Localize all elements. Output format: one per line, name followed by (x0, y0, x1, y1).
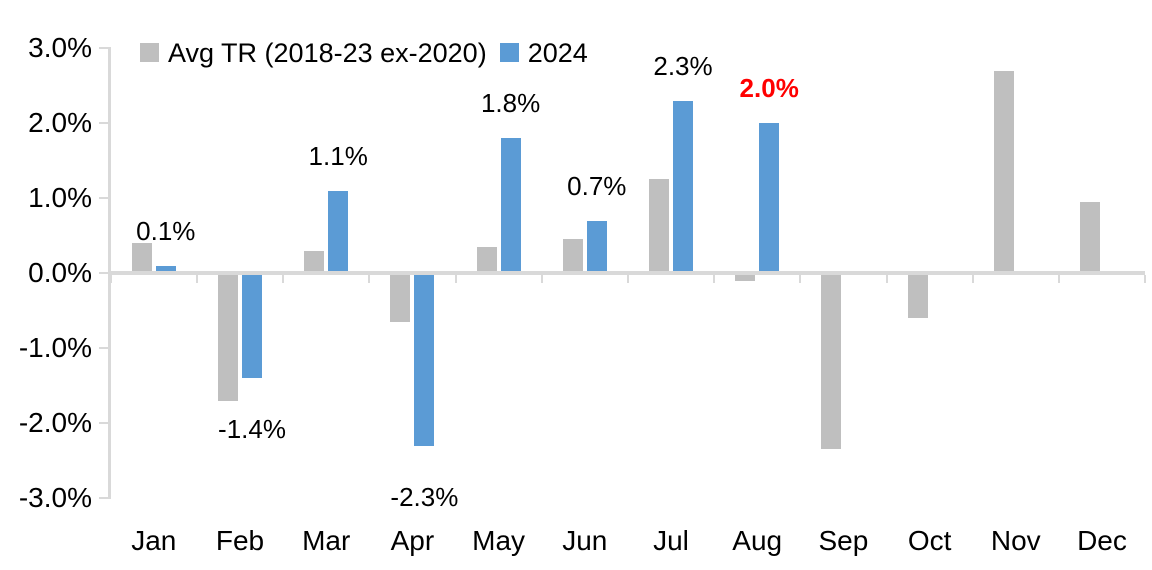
bar-avg-sep (821, 273, 842, 450)
bar-avg-nov (993, 70, 1014, 273)
bar-avg-mar (304, 250, 325, 273)
x-category-label-oct: Oct (907, 525, 952, 556)
y-tick-label: 3.0% (28, 32, 92, 63)
x-tick-mark (1144, 275, 1147, 283)
bar-avg-jun (562, 239, 583, 273)
x-category-label-aug: Aug (732, 525, 783, 556)
data-label-aug: 2.0% (739, 73, 799, 103)
bar-avg-apr (390, 273, 411, 322)
y-tick-mark (99, 422, 108, 424)
x-category-label-dec: Dec (1077, 525, 1127, 556)
bar-2024-aug (759, 123, 780, 273)
x-tick-mark (540, 275, 543, 283)
legend-label-2024: 2024 (527, 38, 588, 68)
x-category-label-may: May (472, 525, 526, 556)
bar-avg-jan (131, 243, 152, 273)
bar-2024-apr (414, 273, 435, 446)
y-tick-label: -1.0% (18, 332, 92, 363)
x-category-label-apr: Apr (390, 525, 435, 556)
data-label-mar: 1.1% (308, 140, 368, 171)
bar-2024-mar (328, 190, 349, 273)
x-tick-mark (885, 275, 888, 283)
y-tick-mark (99, 47, 108, 49)
data-label-feb: -1.4% (218, 414, 286, 444)
y-tick-label: -2.0% (18, 407, 92, 438)
data-label-jul: 2.3% (653, 50, 713, 81)
x-tick-mark (195, 275, 198, 283)
x-tick-mark (1057, 275, 1060, 283)
y-tick-label: 0.0% (28, 257, 92, 288)
y-tick-mark (99, 197, 108, 199)
x-tick-mark (109, 275, 112, 283)
bar-2024-jun (586, 220, 607, 273)
x-tick-mark (971, 275, 974, 283)
legend-item-avg-tr: Avg TR (2018-23 ex-2020) (140, 38, 487, 69)
x-category-label-feb: Feb (215, 525, 265, 556)
data-label-may: 1.8% (480, 88, 541, 118)
x-tick-mark (713, 275, 716, 283)
legend-swatch-2024 (499, 43, 519, 62)
x-category-label-nov: Nov (990, 525, 1041, 556)
y-tick-mark (99, 122, 108, 124)
x-tick-mark (368, 275, 371, 283)
bar-avg-jul (649, 179, 669, 273)
legend-label-avg-tr: Avg TR (2018-23 ex-2020) (168, 38, 487, 68)
bar-avg-aug (735, 273, 756, 281)
bar-2024-may (500, 138, 521, 273)
data-label-apr: -2.3% (390, 481, 459, 512)
x-tick-mark (626, 275, 629, 283)
y-tick-label: 2.0% (28, 107, 92, 138)
x-category-label-jan: Jan (131, 525, 177, 556)
y-tick-mark (99, 347, 108, 349)
x-category-label-jul: Jul (653, 525, 689, 556)
bar-2024-jan (155, 265, 176, 273)
y-tick-label: -3.0% (18, 482, 92, 513)
bar-avg-feb (218, 273, 238, 401)
legend-item-2024: 2024 (499, 38, 588, 69)
y-tick-mark (99, 272, 108, 274)
x-tick-mark (799, 275, 802, 283)
legend-swatch-avg-tr (140, 43, 159, 62)
data-label-jan: 0.1% (136, 215, 196, 246)
bar-2024-jul (673, 100, 693, 273)
bar-avg-oct (907, 273, 928, 318)
y-tick-label: 1.0% (28, 182, 92, 213)
x-category-label-jun: Jun (562, 525, 608, 556)
x-category-label-mar: Mar (302, 525, 351, 556)
data-label-jun: 0.7% (567, 170, 627, 201)
x-tick-mark (282, 275, 285, 283)
x-tick-mark (454, 275, 457, 283)
x-axis-zero-line (108, 271, 1146, 275)
x-category-label-sep: Sep (818, 525, 869, 556)
bar-avg-dec (1080, 201, 1100, 273)
y-tick-mark (99, 497, 108, 499)
bar-2024-feb (242, 273, 262, 378)
bar-avg-may (476, 246, 497, 273)
legend: Avg TR (2018-23 ex-2020) 2024 (140, 38, 588, 69)
